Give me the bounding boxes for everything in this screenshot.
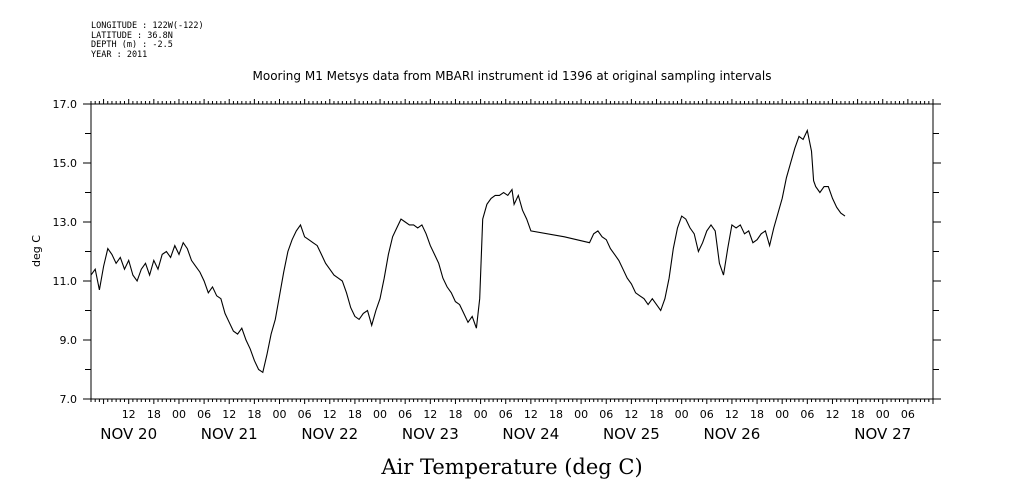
- x-date-label: NOV 23: [402, 425, 459, 443]
- x-date-label: NOV 27: [854, 425, 911, 443]
- x-tick-label: 00: [172, 408, 186, 421]
- year-label: YEAR : 2011: [91, 49, 148, 60]
- x-tick-label: 06: [901, 408, 915, 421]
- x-tick-label: 00: [574, 408, 588, 421]
- x-date-label: NOV 24: [502, 425, 559, 443]
- x-tick-label: 18: [650, 408, 664, 421]
- y-tick-label: 7.0: [60, 393, 78, 406]
- x-tick-label: 00: [474, 408, 488, 421]
- x-tick-label: 12: [323, 408, 337, 421]
- minor-ticks: [90, 99, 934, 404]
- x-date-label: NOV 26: [703, 425, 760, 443]
- x-tick-label: 06: [499, 408, 513, 421]
- chart-caption: Air Temperature (deg C): [380, 455, 642, 479]
- y-tick-label: 13.0: [53, 216, 78, 229]
- x-tick-label: 00: [876, 408, 890, 421]
- x-tick-label: 12: [825, 408, 839, 421]
- x-tick-label: 06: [700, 408, 714, 421]
- longitude-label: LONGITUDE : 122W(-122): [91, 21, 204, 31]
- y-axis: 7.0 9.0 11.0 13.0 15.0 17.0: [53, 98, 941, 406]
- x-tick-label: 06: [298, 408, 312, 421]
- x-date-label: NOV 22: [301, 425, 358, 443]
- y-tick-label: 9.0: [60, 334, 78, 347]
- x-tick-label: 18: [247, 408, 261, 421]
- x-tick-label: 00: [675, 408, 689, 421]
- x-tick-label: 06: [197, 408, 211, 421]
- x-tick-label: 00: [373, 408, 387, 421]
- x-tick-label: 00: [273, 408, 287, 421]
- x-tick-label: 18: [851, 408, 865, 421]
- x-tick-label: 18: [448, 408, 462, 421]
- x-date-label: NOV 25: [603, 425, 660, 443]
- chart-title: Mooring M1 Metsys data from MBARI instru…: [253, 69, 772, 83]
- x-tick-label: 12: [122, 408, 136, 421]
- x-date-label: NOV 21: [201, 425, 258, 443]
- x-tick-label: 06: [599, 408, 613, 421]
- plot-frame: [90, 103, 934, 400]
- x-axis: 12 18 00 06 12 18 00 06 12 18 00 06 12 18 00 06 12 18 00 06…: [100, 408, 915, 443]
- y-tick-label: 11.0: [53, 275, 78, 288]
- x-tick-label: 12: [423, 408, 437, 421]
- x-tick-label: 06: [800, 408, 814, 421]
- depth-label: DEPTH (m) : -2.5: [91, 40, 173, 50]
- y-tick-label: 15.0: [53, 157, 78, 170]
- y-axis-label: deg C: [30, 235, 43, 267]
- x-tick-label: 12: [222, 408, 236, 421]
- x-tick-label: 18: [348, 408, 362, 421]
- x-tick-label: 18: [549, 408, 563, 421]
- latitude-label: LATITUDE : 36.8N: [91, 30, 173, 41]
- x-tick-label: 00: [775, 408, 789, 421]
- x-tick-label: 18: [147, 408, 161, 421]
- station-metadata: LONGITUDE : 122W(-122) LATITUDE : 36.8N …: [91, 21, 204, 60]
- y-tick-label: 17.0: [53, 98, 78, 111]
- x-tick-label: 18: [750, 408, 764, 421]
- x-tick-label: 12: [524, 408, 538, 421]
- x-tick-label: 06: [398, 408, 412, 421]
- x-tick-label: 12: [624, 408, 638, 421]
- x-date-label: NOV 20: [100, 425, 157, 443]
- air-temperature-line: [90, 128, 846, 374]
- x-tick-label: 12: [725, 408, 739, 421]
